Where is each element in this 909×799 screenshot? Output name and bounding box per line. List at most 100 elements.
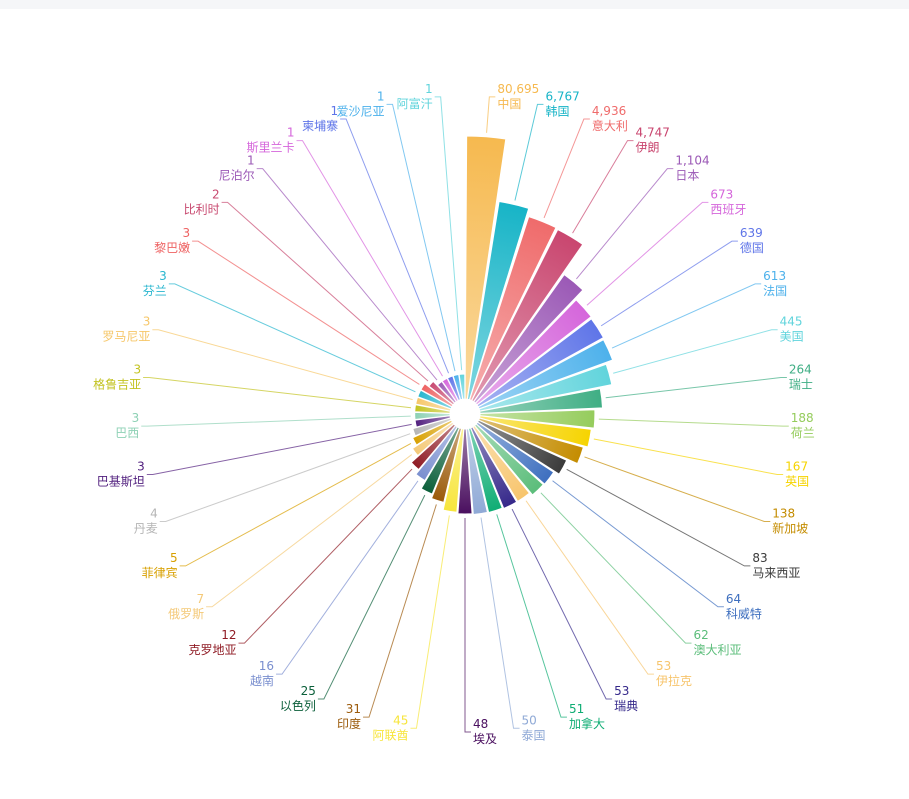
value-label-瑞士: 264 xyxy=(789,363,812,377)
value-label-埃及: 48 xyxy=(473,717,488,731)
leader-line-澳大利亚 xyxy=(540,492,692,644)
name-label-爱沙尼亚: 爱沙尼亚 xyxy=(337,104,385,118)
sector-阿富汗[interactable] xyxy=(458,373,466,400)
value-label-菲律宾: 5 xyxy=(170,551,178,565)
name-label-丹麦: 丹麦 xyxy=(134,521,158,535)
sector-格鲁吉亚[interactable] xyxy=(414,404,451,414)
leader-line-英国 xyxy=(593,438,784,476)
name-label-瑞典: 瑞典 xyxy=(614,699,638,713)
sector-荷兰[interactable] xyxy=(479,409,596,429)
leader-line-美国 xyxy=(613,329,778,374)
sector-美国[interactable] xyxy=(478,363,613,412)
leader-line-伊拉克 xyxy=(525,500,654,675)
name-label-印度: 印度 xyxy=(337,716,361,731)
sector-伊朗[interactable] xyxy=(471,228,584,403)
name-label-阿联酋: 阿联酋 xyxy=(372,727,408,742)
leader-line-比利时 xyxy=(221,201,429,382)
name-label-俄罗斯: 俄罗斯 xyxy=(168,607,204,621)
sector-马来西亚[interactable] xyxy=(476,419,568,475)
leader-line-尼泊尔 xyxy=(256,168,438,381)
sector-菲律宾[interactable] xyxy=(411,419,454,446)
leader-line-菲律宾 xyxy=(179,442,412,567)
sector-巴基斯坦[interactable] xyxy=(414,415,452,428)
value-label-日本: 1,104 xyxy=(675,154,709,168)
value-label-斯里兰卡: 1 xyxy=(287,126,295,140)
sector-俄罗斯[interactable] xyxy=(411,421,455,457)
value-label-越南: 16 xyxy=(259,659,274,673)
leader-line-丹麦 xyxy=(159,433,411,522)
sector-芬兰[interactable] xyxy=(417,389,453,410)
sector-科威特[interactable] xyxy=(475,421,555,485)
sector-比利时[interactable] xyxy=(428,380,456,406)
sector-意大利[interactable] xyxy=(468,215,557,402)
value-label-泰国: 50 xyxy=(522,713,537,727)
sector-澳大利亚[interactable] xyxy=(473,423,544,496)
name-label-斯里兰卡: 斯里兰卡 xyxy=(246,141,294,155)
value-label-瑞典: 53 xyxy=(614,684,629,698)
sector-埃及[interactable] xyxy=(457,428,473,515)
leader-line-伊朗 xyxy=(572,140,634,234)
leader-line-马来西亚 xyxy=(566,468,751,567)
value-label-克罗地亚: 12 xyxy=(221,628,236,642)
value-label-西班牙: 673 xyxy=(710,187,733,201)
name-label-瑞士: 瑞士 xyxy=(789,378,813,392)
sector-印度[interactable] xyxy=(430,427,463,503)
sectors-group xyxy=(410,135,614,516)
sector-丹麦[interactable] xyxy=(412,417,452,437)
value-label-韩国: 6,767 xyxy=(545,89,579,103)
name-label-阿富汗: 阿富汗 xyxy=(397,96,433,111)
value-label-中国: 80,695 xyxy=(497,82,539,96)
sector-以色列[interactable] xyxy=(420,426,460,495)
sector-英国[interactable] xyxy=(478,415,592,448)
leader-line-阿联酋 xyxy=(410,515,450,729)
name-label-科威特: 科威特 xyxy=(726,606,762,621)
value-label-美国: 445 xyxy=(780,315,803,329)
sector-新加坡[interactable] xyxy=(478,417,584,465)
value-label-德国: 639 xyxy=(740,226,763,240)
sector-克罗地亚[interactable] xyxy=(410,423,457,471)
name-label-黎巴嫩: 黎巴嫩 xyxy=(154,241,190,255)
sector-瑞典[interactable] xyxy=(470,426,518,510)
name-label-克罗地亚: 克罗地亚 xyxy=(188,643,236,657)
leader-line-埃及 xyxy=(464,517,471,733)
leader-line-法国 xyxy=(611,283,762,349)
sector-瑞士[interactable] xyxy=(479,388,604,414)
sector-西班牙[interactable] xyxy=(474,299,592,406)
sector-加拿大[interactable] xyxy=(467,427,503,514)
leader-line-瑞士 xyxy=(605,377,787,399)
leader-line-中国 xyxy=(486,96,496,133)
sector-中国[interactable] xyxy=(464,135,507,400)
sector-德国[interactable] xyxy=(476,318,605,408)
name-label-巴基斯坦: 巴基斯坦 xyxy=(97,475,145,489)
sector-法国[interactable] xyxy=(477,339,614,410)
sector-日本[interactable] xyxy=(473,273,584,404)
value-label-俄罗斯: 7 xyxy=(196,592,204,606)
sector-阿联酋[interactable] xyxy=(442,428,465,513)
name-label-罗马尼亚: 罗马尼亚 xyxy=(102,330,150,344)
leader-line-芬兰 xyxy=(168,283,416,393)
value-label-丹麦: 4 xyxy=(150,506,158,520)
sector-罗马尼亚[interactable] xyxy=(415,396,452,412)
leader-line-柬埔寨 xyxy=(340,118,450,374)
leader-line-新加坡 xyxy=(584,456,771,522)
sector-黎巴嫩[interactable] xyxy=(420,383,454,408)
value-label-柬埔寨: 1 xyxy=(330,104,338,118)
value-label-印度: 31 xyxy=(346,702,361,716)
leader-line-黎巴嫩 xyxy=(192,240,420,385)
leader-line-科威特 xyxy=(552,480,724,608)
name-label-美国: 美国 xyxy=(780,330,804,344)
name-label-巴西: 巴西 xyxy=(115,426,139,440)
sector-韩国[interactable] xyxy=(466,200,530,401)
name-label-越南: 越南 xyxy=(250,673,274,688)
leader-line-西班牙 xyxy=(586,201,709,306)
name-label-埃及: 埃及 xyxy=(473,732,497,746)
value-label-以色列: 25 xyxy=(301,684,316,698)
sector-巴西[interactable] xyxy=(414,411,451,421)
name-label-伊拉克: 伊拉克 xyxy=(656,673,692,688)
value-label-巴基斯坦: 3 xyxy=(137,460,145,474)
sector-越南[interactable] xyxy=(415,424,458,482)
sector-伊拉克[interactable] xyxy=(472,424,531,503)
name-label-以色列: 以色列 xyxy=(280,699,316,713)
leader-line-意大利 xyxy=(543,118,590,219)
sector-泰国[interactable] xyxy=(465,428,488,516)
